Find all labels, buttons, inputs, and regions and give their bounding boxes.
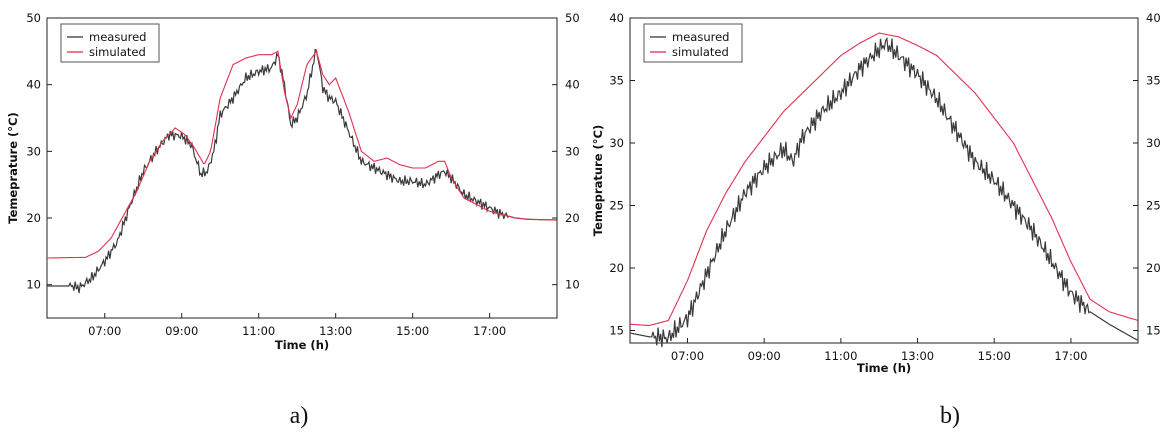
x-axis-label: Time (h) <box>275 338 329 352</box>
y-tick-label: 40 <box>609 11 624 25</box>
right-y-tick-label: 25 <box>1146 199 1161 213</box>
y-tick-label: 50 <box>26 11 41 25</box>
legend-label-measured: measured <box>89 30 146 44</box>
panel-caption: b) <box>940 403 960 429</box>
x-tick-label: 09:00 <box>748 349 781 363</box>
series-line-measured <box>47 48 557 294</box>
right-y-tick-label: 35 <box>1146 74 1161 88</box>
x-axis-label: Time (h) <box>857 361 911 375</box>
right-y-tick-label: 20 <box>1146 261 1161 275</box>
x-tick-label: 11:00 <box>824 349 857 363</box>
y-tick-label: 10 <box>26 278 41 292</box>
right-y-tick-label: 40 <box>565 78 580 92</box>
x-tick-label: 15:00 <box>396 324 429 338</box>
y-tick-label: 25 <box>609 199 624 213</box>
legend-label-measured: measured <box>672 30 729 44</box>
panel-caption: a) <box>290 403 309 429</box>
right-y-tick-label: 15 <box>1146 324 1161 338</box>
right-y-tick-label: 50 <box>565 11 580 25</box>
x-tick-label: 17:00 <box>473 324 506 338</box>
series-line-simulated <box>47 49 557 259</box>
y-tick-label: 30 <box>609 136 624 150</box>
y-tick-label: 15 <box>609 324 624 338</box>
y-tick-label: 20 <box>26 211 41 225</box>
y-tick-label: 40 <box>26 78 41 92</box>
series-line-measured <box>629 36 1138 348</box>
x-tick-label: 11:00 <box>242 324 275 338</box>
chart-panel-b: 15 20 25 30 35 40 15 20 25 30 35 40 07:00 09:00 11:00 1… <box>591 11 1161 429</box>
legend-label-simulated: simulated <box>89 45 146 59</box>
chart-panel-a: 10 20 30 40 50 10 20 30 40 50 07:00 09:00 11:00 13:00… <box>6 11 580 429</box>
series-line-simulated <box>630 32 1138 327</box>
right-y-tick-label: 30 <box>565 144 580 158</box>
right-y-tick-label: 10 <box>565 278 580 292</box>
x-tick-label: 13:00 <box>901 349 934 363</box>
y-tick-label: 35 <box>609 74 624 88</box>
x-tick-label: 07:00 <box>671 349 704 363</box>
legend-label-simulated: simulated <box>672 45 729 59</box>
plot-frame <box>629 17 1139 344</box>
right-y-tick-label: 40 <box>1146 11 1161 25</box>
x-tick-label: 09:00 <box>165 324 198 338</box>
right-y-tick-label: 30 <box>1146 136 1161 150</box>
right-y-tick-label: 20 <box>565 211 580 225</box>
y-tick-label: 20 <box>609 261 624 275</box>
legend-box <box>643 23 743 63</box>
x-tick-label: 17:00 <box>1054 349 1087 363</box>
x-tick-label: 07:00 <box>88 324 121 338</box>
y-axis-label: Temeprature (°C) <box>591 125 605 236</box>
y-axis-label: Temeprature (°C) <box>6 112 20 223</box>
x-tick-label: 15:00 <box>978 349 1011 363</box>
x-tick-label: 13:00 <box>319 324 352 338</box>
plot-frame <box>46 17 558 319</box>
y-tick-label: 30 <box>26 144 41 158</box>
legend-box <box>60 23 160 63</box>
